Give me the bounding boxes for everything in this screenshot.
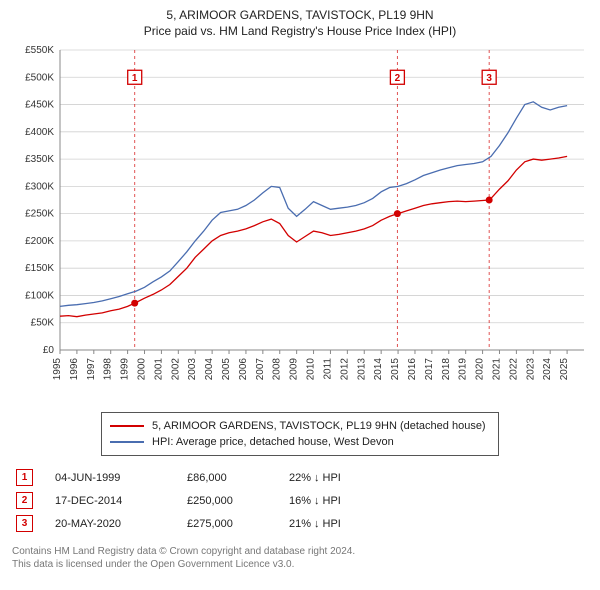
svg-text:2024: 2024 bbox=[542, 358, 553, 381]
svg-text:£300K: £300K bbox=[25, 181, 54, 192]
chart-svg: £0 £50K £100K £150K £200K £250K £300K £350K £400… bbox=[6, 44, 594, 404]
svg-text:2023: 2023 bbox=[525, 358, 536, 381]
svg-text:1: 1 bbox=[132, 73, 138, 84]
svg-text:£0: £0 bbox=[43, 345, 55, 356]
svg-text:£250K: £250K bbox=[25, 209, 54, 220]
sale-marker-icon: 2 bbox=[16, 492, 33, 509]
svg-text:2001: 2001 bbox=[153, 358, 164, 381]
legend-label: 5, ARIMOOR GARDENS, TAVISTOCK, PL19 9HN … bbox=[152, 418, 486, 434]
svg-text:1999: 1999 bbox=[120, 358, 131, 381]
sale-row: 1 04-JUN-1999 £86,000 22% ↓ HPI bbox=[6, 466, 594, 489]
chart-subtitle: Price paid vs. HM Land Registry's House … bbox=[6, 24, 594, 38]
svg-text:£550K: £550K bbox=[25, 45, 54, 56]
sale-pct: 16% ↓ HPI bbox=[289, 495, 341, 507]
legend-item: HPI: Average price, detached house, West… bbox=[110, 434, 490, 450]
attribution-footer: Contains HM Land Registry data © Crown c… bbox=[6, 545, 594, 571]
sales-table: 1 04-JUN-1999 £86,000 22% ↓ HPI 2 17-DEC… bbox=[6, 466, 594, 535]
legend-swatch bbox=[110, 425, 144, 427]
svg-text:2017: 2017 bbox=[424, 358, 435, 381]
svg-text:3: 3 bbox=[486, 73, 492, 84]
sale-pct: 22% ↓ HPI bbox=[289, 472, 341, 484]
svg-text:2025: 2025 bbox=[559, 358, 570, 381]
sale-row: 3 20-MAY-2020 £275,000 21% ↓ HPI bbox=[6, 512, 594, 535]
svg-text:2010: 2010 bbox=[306, 358, 317, 381]
svg-text:2007: 2007 bbox=[255, 358, 266, 381]
svg-text:2008: 2008 bbox=[272, 358, 283, 381]
svg-text:2019: 2019 bbox=[458, 358, 469, 381]
svg-text:2004: 2004 bbox=[204, 358, 215, 381]
down-arrow-icon: ↓ bbox=[314, 495, 320, 507]
svg-text:2000: 2000 bbox=[137, 358, 148, 381]
svg-text:2006: 2006 bbox=[238, 358, 249, 381]
sale-date: 20-MAY-2020 bbox=[55, 518, 165, 530]
svg-text:2020: 2020 bbox=[475, 358, 486, 381]
svg-text:2015: 2015 bbox=[390, 358, 401, 381]
svg-text:£50K: £50K bbox=[31, 318, 55, 329]
sale-marker-icon: 1 bbox=[16, 469, 33, 486]
svg-text:2002: 2002 bbox=[170, 358, 181, 381]
svg-text:2021: 2021 bbox=[491, 358, 502, 381]
footer-line: This data is licensed under the Open Gov… bbox=[12, 558, 588, 571]
sale-date: 04-JUN-1999 bbox=[55, 472, 165, 484]
sale-price: £250,000 bbox=[187, 495, 267, 507]
chart-title: 5, ARIMOOR GARDENS, TAVISTOCK, PL19 9HN bbox=[6, 8, 594, 22]
svg-text:£100K: £100K bbox=[25, 290, 54, 301]
footer-line: Contains HM Land Registry data © Crown c… bbox=[12, 545, 588, 558]
svg-text:2009: 2009 bbox=[289, 358, 300, 381]
svg-text:2014: 2014 bbox=[373, 358, 384, 381]
svg-text:1995: 1995 bbox=[52, 358, 63, 381]
down-arrow-icon: ↓ bbox=[314, 472, 320, 484]
svg-text:2016: 2016 bbox=[407, 358, 418, 381]
sale-date: 17-DEC-2014 bbox=[55, 495, 165, 507]
chart-legend: 5, ARIMOOR GARDENS, TAVISTOCK, PL19 9HN … bbox=[101, 412, 499, 456]
svg-text:2005: 2005 bbox=[221, 358, 232, 381]
svg-text:2018: 2018 bbox=[441, 358, 452, 381]
legend-label: HPI: Average price, detached house, West… bbox=[152, 434, 394, 450]
svg-text:2: 2 bbox=[395, 73, 401, 84]
svg-text:2013: 2013 bbox=[356, 358, 367, 381]
legend-item: 5, ARIMOOR GARDENS, TAVISTOCK, PL19 9HN … bbox=[110, 418, 490, 434]
sale-price: £275,000 bbox=[187, 518, 267, 530]
svg-text:1996: 1996 bbox=[69, 358, 80, 381]
price-chart: £0 £50K £100K £150K £200K £250K £300K £350K £400… bbox=[6, 44, 594, 404]
svg-text:£150K: £150K bbox=[25, 263, 54, 274]
svg-text:2022: 2022 bbox=[508, 358, 519, 381]
svg-text:2011: 2011 bbox=[322, 358, 333, 380]
legend-swatch bbox=[110, 441, 144, 443]
svg-text:£500K: £500K bbox=[25, 72, 54, 83]
svg-text:1998: 1998 bbox=[103, 358, 114, 381]
svg-text:1997: 1997 bbox=[86, 358, 97, 381]
svg-text:£450K: £450K bbox=[25, 100, 54, 111]
chart-titles: 5, ARIMOOR GARDENS, TAVISTOCK, PL19 9HN … bbox=[6, 8, 594, 38]
svg-text:£400K: £400K bbox=[25, 127, 54, 138]
svg-text:2012: 2012 bbox=[339, 358, 350, 381]
svg-text:£350K: £350K bbox=[25, 154, 54, 165]
sale-price: £86,000 bbox=[187, 472, 267, 484]
down-arrow-icon: ↓ bbox=[314, 518, 320, 530]
svg-text:£200K: £200K bbox=[25, 236, 54, 247]
sale-pct: 21% ↓ HPI bbox=[289, 518, 341, 530]
sale-marker-icon: 3 bbox=[16, 515, 33, 532]
svg-text:2003: 2003 bbox=[187, 358, 198, 381]
sale-row: 2 17-DEC-2014 £250,000 16% ↓ HPI bbox=[6, 489, 594, 512]
